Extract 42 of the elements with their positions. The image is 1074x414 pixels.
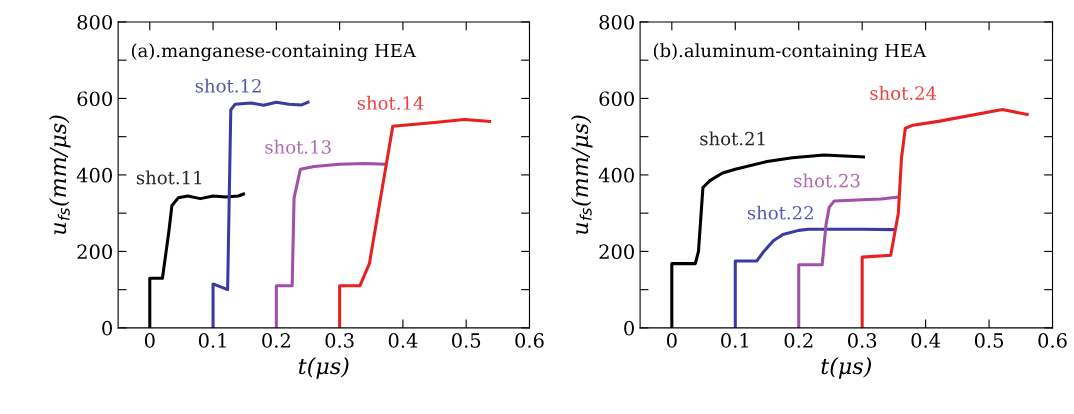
line-series <box>274 161 386 328</box>
y-axis-title: u$_{fs}$(mm/μs) <box>571 115 593 235</box>
series-label: shot.23 <box>794 173 860 188</box>
y-tick-label: 0 <box>102 320 112 336</box>
series-label: shot.24 <box>870 85 937 100</box>
y-tick-label: 400 <box>598 167 634 183</box>
x-tick-label: 0.6 <box>1038 333 1067 348</box>
text: (b).aluminum-containing HEA <box>653 43 927 62</box>
y-tick-label: 200 <box>77 244 112 260</box>
series-label: shot.12 <box>195 78 261 93</box>
text: (a).manganese-containing HEA <box>131 43 417 62</box>
x-tick-label: 0.4 <box>388 333 418 348</box>
series-label: shot.14 <box>357 95 424 110</box>
line-series <box>860 107 1029 328</box>
x-tick-label: 0.2 <box>262 333 290 348</box>
y-tick-label: 800 <box>77 14 112 30</box>
x-tick-label: 0.5 <box>974 333 1004 348</box>
series-label: shot.11 <box>136 170 202 185</box>
series-label: shot.22 <box>747 205 813 220</box>
x-tick-label: 0.1 <box>721 333 748 348</box>
y-tick-label: 400 <box>76 167 112 183</box>
x-tick-label: 0.5 <box>452 333 481 348</box>
series-label: shot.21 <box>700 131 765 146</box>
x-tick-label: 0.3 <box>847 333 877 348</box>
y-tick-label: 600 <box>599 91 634 107</box>
y-axis-title: u$_{fs}$(mm/μs) <box>49 115 71 235</box>
x-tick-label: 0.2 <box>784 333 813 348</box>
line-series <box>338 117 492 328</box>
line-series <box>733 227 896 328</box>
x-tick-label: 0.6 <box>515 333 544 348</box>
x-tick-label: 0 <box>144 333 155 348</box>
y-tick-label: 800 <box>599 14 634 30</box>
x-axis-title: t(μs) <box>821 357 871 379</box>
x-tick-label: 0.1 <box>198 333 226 348</box>
y-tick-label: 600 <box>77 91 112 107</box>
x-tick-label: 0.3 <box>325 333 354 348</box>
series-label: shot.13 <box>265 139 331 154</box>
x-tick-label: 0.4 <box>911 333 941 348</box>
x-tick-label: 0 <box>666 333 677 348</box>
y-tick-label: 0 <box>624 320 634 336</box>
y-tick-label: 200 <box>599 244 634 260</box>
x-axis-title: t(μs) <box>298 357 349 379</box>
